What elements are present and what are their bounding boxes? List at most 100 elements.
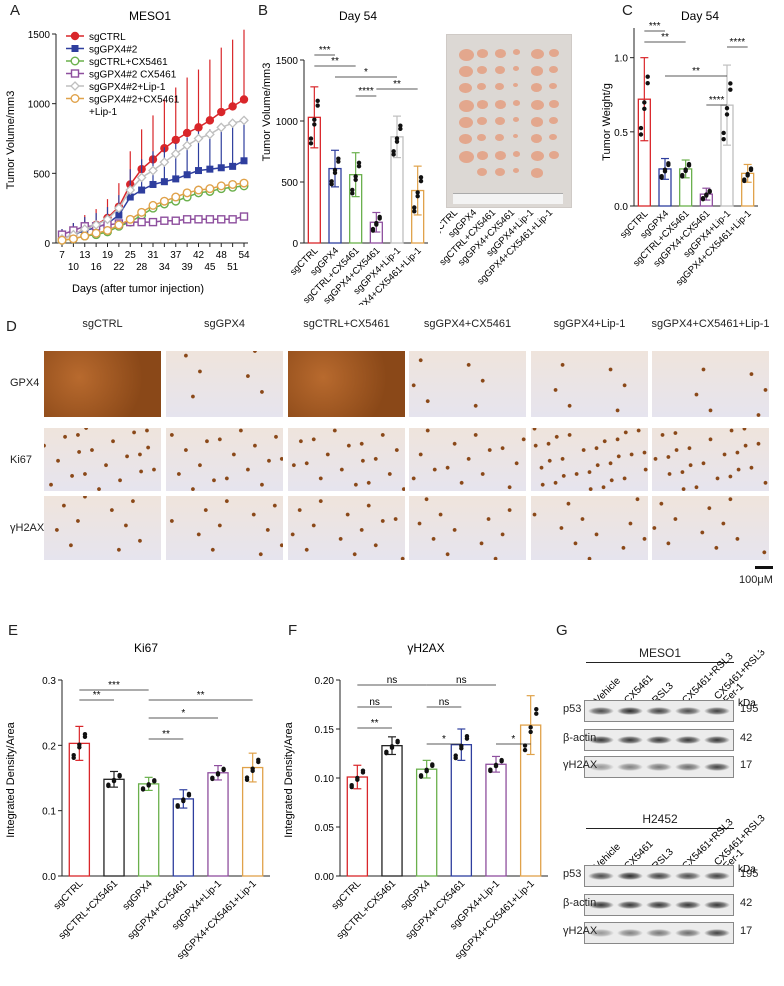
y-tick-label: 500 (281, 178, 298, 189)
significance-label: ns (439, 697, 450, 708)
tumor-specimen (531, 168, 543, 178)
tumor-specimen (459, 83, 472, 94)
x-tick-label: 28 (136, 262, 148, 273)
significance-label: ** (661, 32, 669, 43)
blot-cell-line-h2452: H2452 (586, 812, 734, 829)
blot-protein-label: β-actin (563, 897, 597, 909)
h2ax-chart: γH2AX Integrated Density/Area 0.00 0.05 0.… (283, 641, 548, 962)
data-dot (499, 757, 504, 763)
blot-protein-label: p53 (563, 868, 582, 880)
x-tick-label: sgCTRL (330, 878, 364, 912)
x-tick-label: 37 (170, 250, 182, 261)
data-dot (488, 767, 493, 772)
data-point (193, 185, 203, 195)
data-dot (418, 178, 424, 184)
scale-bar-label: 100μM (739, 574, 773, 586)
legend-marker (70, 81, 80, 91)
legend-label: sgGPX4#2+CX5461 (89, 95, 180, 106)
data-dot (186, 791, 192, 797)
data-point (229, 162, 237, 170)
data-dot (395, 738, 400, 744)
blot-band-strip (584, 894, 734, 916)
x-tick-label: 54 (238, 250, 250, 261)
legend-label: sgGPX4#2+Lip-1 (89, 82, 166, 93)
y-axis-label: Tumor Volume/mm3 (261, 63, 273, 162)
data-dot (728, 87, 733, 92)
data-dot (356, 160, 362, 166)
panel-label-c: C (622, 2, 633, 19)
ihc-image (288, 351, 405, 417)
data-dot (418, 773, 424, 778)
chart-title: MESO1 (129, 9, 171, 23)
significance-label: ns (387, 675, 398, 686)
tumor-specimen (513, 83, 518, 87)
data-point (194, 215, 203, 224)
data-dot (534, 711, 539, 716)
data-dot (415, 193, 420, 199)
tumor-specimen (531, 49, 544, 60)
data-dot (329, 179, 334, 184)
data-point (126, 193, 134, 201)
data-dot (742, 177, 747, 182)
significance-label: * (181, 708, 185, 719)
data-point (138, 186, 146, 194)
tumor-specimen (549, 83, 557, 90)
data-dot (493, 762, 499, 768)
data-dot (391, 149, 396, 154)
data-point (193, 133, 204, 144)
data-dot (353, 174, 358, 179)
data-point (240, 157, 248, 165)
series-line (61, 185, 245, 241)
blot-mw-label: 17 (740, 925, 753, 937)
data-point (228, 179, 238, 189)
tumor-specimen (495, 83, 504, 91)
data-dot (221, 766, 226, 772)
tumor-specimen (513, 134, 518, 138)
chart-title: Day 54 (681, 9, 719, 23)
y-tick-label: 0 (44, 239, 50, 250)
ihc-column-label: sgGPX4 (204, 318, 245, 330)
tumor-specimen (495, 66, 505, 74)
data-dot (377, 214, 382, 220)
ihc-image (44, 351, 161, 417)
ihc-image (166, 351, 283, 417)
tumor-specimen (477, 100, 488, 109)
tumor-specimen (513, 66, 519, 71)
ihc-image (166, 496, 283, 560)
tumor-specimen (495, 168, 505, 176)
growth-curve-chart: MESO1 Tumor Volume/mm3 Days (after tumor… (5, 9, 250, 295)
tumor-photo-labels: sgCTRLsgGPX4sgCTRL+CX5461sgGPX4+CX5461sg… (440, 207, 555, 287)
chart-title: γH2AX (407, 641, 444, 655)
data-point (57, 235, 67, 245)
data-dot (350, 191, 355, 196)
significance-label: *** (108, 680, 120, 691)
data-dot (71, 752, 76, 758)
x-tick-label: 51 (227, 262, 239, 273)
data-dot (308, 141, 314, 146)
y-tick-label: 0.0 (614, 202, 628, 213)
x-tick-label: 19 (102, 250, 114, 261)
significance-label: * (511, 734, 515, 745)
data-dot (453, 753, 458, 758)
x-tick-label: sgCTRL+CX5461 (335, 878, 399, 942)
data-dot (389, 744, 395, 749)
y-tick-label: 0.05 (315, 823, 335, 834)
tumor-specimen (477, 117, 487, 125)
data-point (114, 220, 124, 230)
ruler (453, 193, 563, 204)
tumor-specimen (477, 83, 486, 91)
y-tick-label: 0.15 (315, 725, 335, 736)
y-axis-label: Integrated Density/Area (5, 721, 17, 837)
bar (485, 763, 507, 877)
data-dot (398, 126, 403, 132)
tumor-specimen (531, 134, 542, 143)
tumor-specimen (495, 117, 505, 125)
data-dot (721, 130, 726, 136)
ihc-image (288, 496, 405, 560)
tumor-specimen (513, 49, 520, 55)
bar (415, 768, 438, 877)
legend-label: sgCTRL (89, 32, 126, 43)
ihc-row-label: Ki67 (10, 454, 33, 466)
y-tick-label: 0.00 (315, 872, 335, 883)
bar (103, 778, 125, 877)
